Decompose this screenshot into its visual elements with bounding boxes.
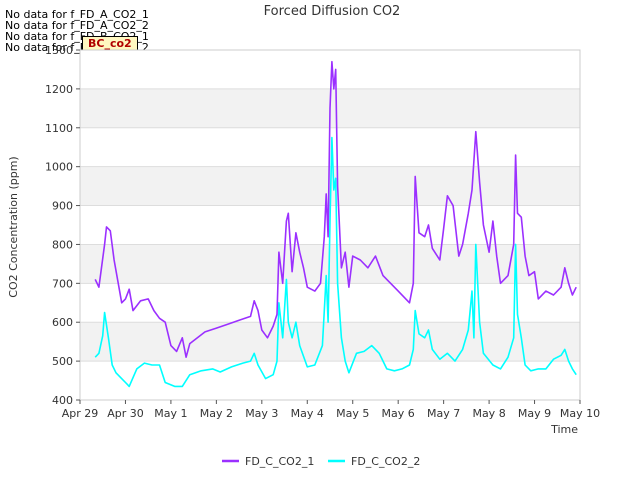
plot-band: [80, 283, 580, 323]
legend-label: FD_C_CO2_2: [351, 455, 420, 468]
y-tick-label: 400: [52, 394, 73, 407]
plot-band: [80, 322, 580, 362]
series-line-fd-c-co2-2: [94, 136, 577, 388]
chart-title: Forced Diffusion CO2: [264, 4, 401, 19]
y-tick-label: 1300: [45, 44, 73, 57]
y-tick-labels: 400 500 600 700 800 900 1000 1100 1200 1300: [45, 44, 80, 407]
x-tick-label: May 7: [427, 407, 460, 420]
x-tick-label: May 1: [154, 407, 187, 420]
x-tick-labels: Apr 29 Apr 30 May 1 May 2 May 3 May 4 May 5 May…: [62, 400, 600, 420]
nodata-message-a2: No data for f_FD_A_CO2_2: [5, 19, 149, 32]
plot-frame: [79, 49, 581, 401]
x-tick-label: May 2: [200, 407, 233, 420]
x-tick-label: May 4: [291, 407, 324, 420]
y-tick-label: 900: [52, 200, 73, 213]
y-tick-label: 1000: [45, 161, 73, 174]
x-tick-label: May 5: [336, 407, 369, 420]
y-tick-label: 1200: [45, 83, 73, 96]
x-tick-label: May 9: [518, 407, 551, 420]
x-tick-label: May 6: [382, 407, 415, 420]
legend-label: FD_C_CO2_1: [245, 455, 314, 468]
x-tick-label: Apr 29: [62, 407, 99, 420]
x-tick-label: May 10: [560, 407, 600, 420]
nodata-message-a1: No data for f_FD_A_CO2_1: [5, 8, 149, 21]
y-tick-label: 700: [52, 277, 73, 290]
y-axis-label: CO2 Concentration (ppm): [7, 156, 20, 297]
nodata-message-b1: No data for f_FD_B_CO2_1: [5, 30, 149, 43]
series-line-fd-c-co2-1: [94, 60, 577, 359]
legend: FD_C_CO2_1 FD_C_CO2_2: [222, 455, 420, 468]
plot-band: [80, 50, 580, 89]
series-layer: [94, 60, 577, 388]
site-badge: BC_co2: [82, 36, 138, 51]
x-tick-label: May 8: [472, 407, 505, 420]
x-axis-label: Time: [550, 423, 578, 436]
y-tick-label: 800: [52, 238, 73, 251]
y-tick-label: 600: [52, 316, 73, 329]
x-tick-label: Apr 30: [107, 407, 144, 420]
x-tick-label: May 3: [245, 407, 278, 420]
y-tick-label: 500: [52, 355, 73, 368]
plot-band: [80, 361, 580, 400]
nodata-message-b2: No data for f_FD_B_CO2_2: [5, 41, 149, 54]
y-tick-label: 1100: [45, 122, 73, 135]
